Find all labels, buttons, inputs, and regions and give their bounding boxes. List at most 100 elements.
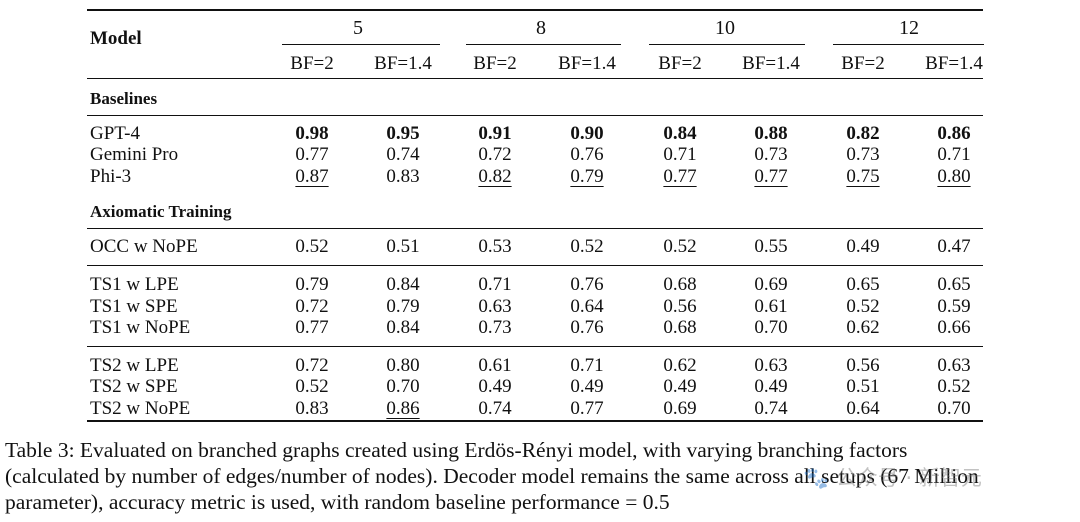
row-label: TS1 w SPE <box>90 295 178 317</box>
table-cell: 0.63 <box>478 295 512 317</box>
table-top-rule <box>87 9 983 11</box>
table-cell: 0.83 <box>295 397 329 419</box>
table-cell: 0.63 <box>937 355 971 377</box>
table-cell: 0.70 <box>754 316 788 338</box>
subheader-bf-2: BF=2 <box>473 53 517 74</box>
caption-line-3: parameter), accuracy metric is used, wit… <box>5 490 670 514</box>
block-rule-1-2 <box>87 346 983 348</box>
table-cell: 0.61 <box>754 295 788 317</box>
table-cell: 0.52 <box>846 295 880 317</box>
table-bottom-rule <box>87 420 983 422</box>
model-column-header: Model <box>90 28 142 49</box>
table-cell: 0.90 <box>570 123 604 144</box>
table-cell: 0.64 <box>570 295 604 317</box>
section-rule-0 <box>87 115 983 116</box>
table-cell: 0.86 <box>386 397 420 419</box>
table-cell: 0.55 <box>754 235 788 257</box>
table-cell: 0.69 <box>754 274 788 296</box>
table-cell: 0.83 <box>386 165 420 187</box>
table-cell: 0.52 <box>663 235 697 257</box>
table-cell: 0.59 <box>937 295 971 317</box>
section-title-baselines: Baselines <box>90 89 158 108</box>
table-cell: 0.77 <box>295 316 329 338</box>
table-cell: 0.51 <box>386 235 420 257</box>
table-cell: 0.52 <box>937 376 971 398</box>
table-cell: 0.77 <box>570 397 604 419</box>
subheader-bf-1-4: BF=1.4 <box>558 53 616 74</box>
table-cell: 0.56 <box>663 295 697 317</box>
table-cell: 0.84 <box>386 274 420 296</box>
table-cell: 0.82 <box>478 165 512 187</box>
row-label: OCC w NoPE <box>90 235 198 257</box>
table-cell: 0.52 <box>570 235 604 257</box>
table-cell: 0.79 <box>570 165 604 187</box>
caption-line-1: Table 3: Evaluated on branched graphs cr… <box>5 438 908 462</box>
header-bottom-rule <box>87 78 983 79</box>
group-underline-5 <box>282 44 440 45</box>
table-cell: 0.72 <box>295 295 329 317</box>
table-cell: 0.65 <box>937 274 971 296</box>
table-cell: 0.88 <box>754 123 788 144</box>
table-cell: 0.77 <box>754 165 788 187</box>
subheader-bf-2: BF=2 <box>290 53 334 74</box>
table-cell: 0.49 <box>663 376 697 398</box>
table-cell: 0.61 <box>478 355 512 377</box>
table-cell: 0.49 <box>846 235 880 257</box>
subheader-bf-1-4: BF=1.4 <box>374 53 432 74</box>
table-cell: 0.51 <box>846 376 880 398</box>
table-cell: 0.63 <box>754 355 788 377</box>
caption-line-2: (calculated by number of edges/number of… <box>5 464 979 488</box>
table-cell: 0.79 <box>386 295 420 317</box>
table-cell: 0.52 <box>295 376 329 398</box>
row-label: Gemini Pro <box>90 144 179 166</box>
row-label: TS1 w LPE <box>90 274 179 296</box>
table-cell: 0.68 <box>663 316 697 338</box>
row-label: TS1 w NoPE <box>90 316 191 338</box>
table-cell: 0.70 <box>937 397 971 419</box>
table-cell: 0.74 <box>478 397 512 419</box>
table-cell: 0.91 <box>478 123 512 144</box>
table-cell: 0.71 <box>478 274 512 296</box>
row-label: Phi-3 <box>90 165 132 187</box>
table-cell: 0.80 <box>386 355 420 377</box>
table-cell: 0.76 <box>570 316 604 338</box>
table-cell: 0.52 <box>295 235 329 257</box>
table-caption: Table 3: Evaluated on branched graphs cr… <box>5 437 1080 515</box>
table-cell: 0.74 <box>386 144 420 166</box>
table-cell: 0.66 <box>937 316 971 338</box>
row-label: GPT-4 <box>90 123 140 144</box>
row-label: TS2 w NoPE <box>90 397 191 419</box>
group-underline-10 <box>649 44 805 45</box>
table-cell: 0.80 <box>937 165 971 187</box>
group-header-10: 10 <box>715 17 735 39</box>
table-cell: 0.73 <box>754 144 788 166</box>
table-cell: 0.53 <box>478 235 512 257</box>
section-title-axiomatic-training: Axiomatic Training <box>90 201 232 221</box>
table-cell: 0.76 <box>570 144 604 166</box>
table-cell: 0.73 <box>478 316 512 338</box>
table-cell: 0.62 <box>846 316 880 338</box>
table-cell: 0.98 <box>295 123 329 144</box>
table-cell: 0.62 <box>663 355 697 377</box>
table-cell: 0.71 <box>937 144 971 166</box>
group-header-12: 12 <box>899 17 919 39</box>
section-rule-1 <box>87 227 983 229</box>
subheader-bf-1-4: BF=1.4 <box>925 53 983 74</box>
table-cell: 0.77 <box>663 165 697 187</box>
group-header-5: 5 <box>353 17 363 39</box>
table-cell: 0.84 <box>386 316 420 338</box>
table-cell: 0.70 <box>386 376 420 398</box>
subheader-bf-2: BF=2 <box>658 53 702 74</box>
table-cell: 0.49 <box>478 376 512 398</box>
table-cell: 0.49 <box>754 376 788 398</box>
table-cell: 0.86 <box>937 123 971 144</box>
table-cell: 0.76 <box>570 274 604 296</box>
block-rule-1-1 <box>87 265 983 267</box>
table-cell: 0.47 <box>937 235 971 257</box>
row-label: TS2 w SPE <box>90 376 178 398</box>
table-cell: 0.74 <box>754 397 788 419</box>
table-cell: 0.65 <box>846 274 880 296</box>
group-underline-8 <box>466 44 621 45</box>
table-cell: 0.82 <box>846 123 880 144</box>
table-cell: 0.68 <box>663 274 697 296</box>
